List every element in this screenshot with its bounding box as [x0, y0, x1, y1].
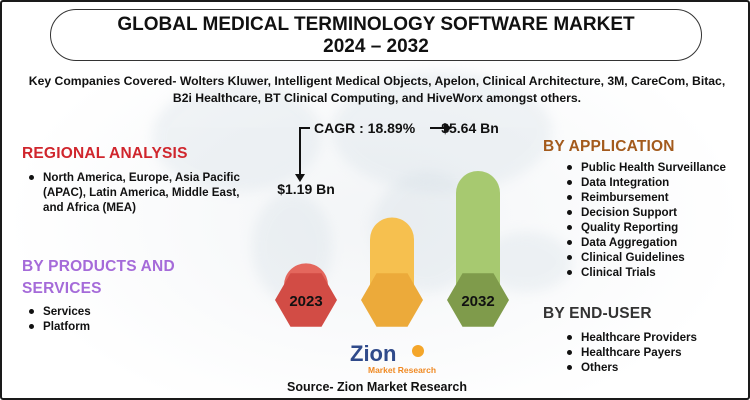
- chart-bar: [456, 171, 500, 300]
- application-item: Clinical Trials: [564, 265, 726, 280]
- cagr-arrow-down-line: [299, 127, 310, 176]
- application-item: Quality Reporting: [564, 220, 726, 235]
- page-title: GLOBAL MEDICAL TERMINOLOGY SOFTWARE MARK…: [50, 9, 702, 61]
- end-user-heading: BY END-USER: [543, 305, 652, 322]
- products-item: Services: [26, 304, 91, 319]
- logo-dot-icon: [412, 345, 424, 357]
- world-map-north-america: [152, 82, 322, 192]
- regional-analysis-heading: REGIONAL ANALYSIS: [22, 145, 188, 162]
- zion-logo: Zion Market Research: [350, 341, 436, 375]
- arrow-right-icon: [444, 123, 452, 133]
- application-heading: BY APPLICATION: [543, 138, 675, 155]
- application-item: Data Aggregation: [564, 235, 726, 250]
- application-item: Clinical Guidelines: [564, 250, 726, 265]
- chart-category-label: 2023: [289, 293, 322, 310]
- chart-value-label: $1.19 Bn: [277, 181, 335, 197]
- chart-category-label: 2032: [461, 293, 494, 310]
- arrow-down-icon: [295, 174, 305, 182]
- logo-word-market-research: Market Research: [368, 365, 436, 375]
- end-user-list: Healthcare Providers Healthcare Payers O…: [564, 330, 697, 375]
- market-size-chart: 2023 2032 $1.19 Bn $5.64 Bn CAGR : 18.89%: [275, 120, 509, 327]
- application-item: Decision Support: [564, 205, 726, 220]
- end-user-item: Others: [564, 360, 697, 375]
- chart-hexagon: [361, 273, 423, 327]
- source-text: Source- Zion Market Research: [287, 380, 467, 394]
- regional-item: North America, Europe, Asia Pacific (APA…: [26, 170, 241, 215]
- application-item: Data Integration: [564, 175, 726, 190]
- products-services-heading: BY PRODUCTS AND SERVICES: [22, 258, 175, 297]
- key-companies-text: Key Companies Covered- Wolters Kluwer, I…: [28, 74, 726, 105]
- logo-word-zion: Zion: [350, 341, 396, 366]
- products-list: Services Platform: [26, 304, 91, 334]
- chart-value-label: $5.64 Bn: [441, 120, 499, 136]
- end-user-item: Healthcare Payers: [564, 345, 697, 360]
- application-item: Reimbursement: [564, 190, 726, 205]
- world-map-eurasia: [332, 72, 552, 192]
- cagr-label: CAGR : 18.89%: [314, 120, 416, 136]
- chart-hexagon: [275, 273, 337, 327]
- regional-list: North America, Europe, Asia Pacific (APA…: [26, 170, 241, 215]
- end-user-item: Healthcare Providers: [564, 330, 697, 345]
- application-item: Public Health Surveillance: [564, 160, 726, 175]
- title-line-2: 2024 – 2032: [323, 36, 429, 57]
- title-line-1: GLOBAL MEDICAL TERMINOLOGY SOFTWARE MARK…: [117, 14, 635, 35]
- products-item: Platform: [26, 319, 91, 334]
- chart-hexagon: [447, 273, 509, 327]
- application-list: Public Health Surveillance Data Integrat…: [564, 160, 726, 280]
